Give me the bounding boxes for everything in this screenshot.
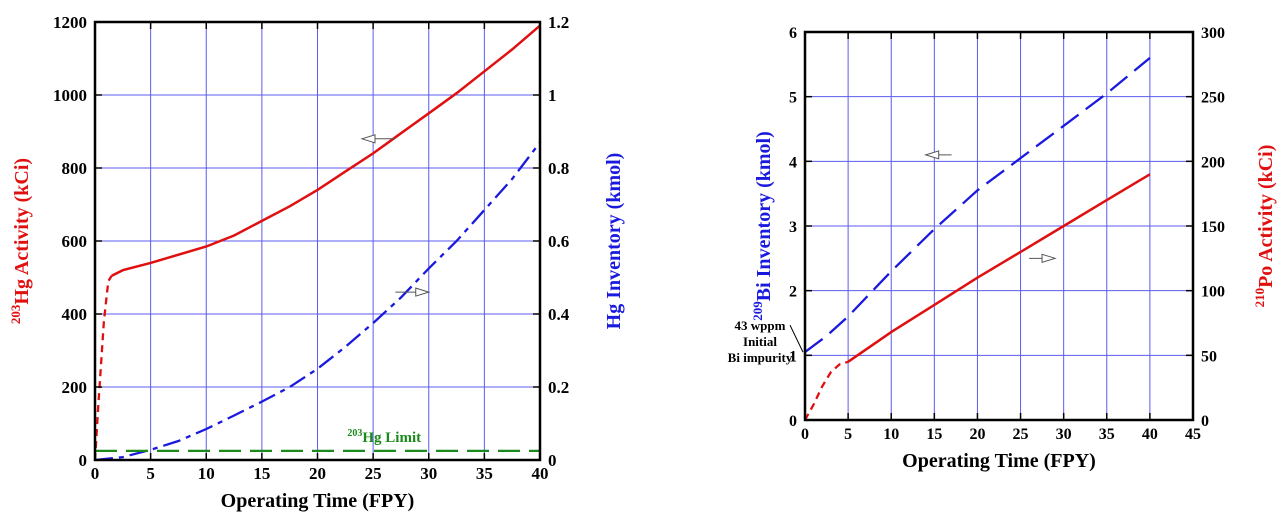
y-tick-label-left: 400 (62, 305, 88, 324)
series-line-red-dashed (803, 360, 849, 421)
x-tick-label: 35 (1099, 426, 1115, 443)
left-arrows (360, 134, 431, 297)
y-tick-label-right: 1 (548, 86, 557, 105)
x-tick-label: 40 (1142, 426, 1158, 443)
hg-limit-label-text: Hg Limit (362, 430, 421, 446)
y-tick-label-right: 300 (1201, 25, 1225, 42)
y-tick-label-left: 6 (789, 25, 797, 42)
x-tick-label: 15 (926, 426, 942, 443)
y-tick-label-right: 1.2 (548, 13, 569, 32)
right-y-axis-title-left-sup: 209 (750, 301, 765, 321)
left-x-axis-title: Operating Time (FPY) (221, 490, 415, 512)
series-line-red-dashed (93, 275, 113, 461)
annotation-line-2: Initial (743, 334, 777, 349)
indicator-arrow-head (415, 287, 431, 297)
x-tick-label: 5 (146, 464, 155, 483)
y-tick-label-right: 250 (1201, 90, 1225, 107)
y-tick-label-right: 150 (1201, 219, 1225, 236)
y-tick-label-left: 800 (62, 159, 88, 178)
right-arrows (924, 150, 1057, 264)
right-y-axis-title-left: 209Bi Inventory (kmol) (750, 131, 775, 321)
right-x-axis-title: Operating Time (FPY) (902, 450, 1096, 472)
right-y-axis-title-right-sup: 210 (1252, 288, 1267, 308)
y-tick-label-left: 200 (62, 378, 88, 397)
right-ticks: 0 5 10 15 20 25 30 35 40 450123456050100150200250… (789, 25, 1225, 443)
series-line-blue-longdash (804, 57, 1151, 354)
series-line-red-solid (111, 24, 541, 277)
right-series (803, 57, 1151, 421)
indicator-arrow-head (360, 134, 376, 144)
x-tick-label: 30 (420, 464, 437, 483)
chart-left-hg: 0 5 10 15 20 25 30 35 4002004006008001000120000.… (8, 13, 625, 512)
y-tick-label-left: 4 (789, 154, 797, 171)
series-line-blue-dashdot (94, 141, 541, 462)
x-tick-label: 15 (253, 464, 270, 483)
annotation-pointer-line (789, 324, 804, 353)
x-tick-label: 10 (198, 464, 215, 483)
y-tick-label-left: 5 (789, 90, 797, 107)
indicator-arrow-head (1041, 253, 1057, 264)
right-y-axis-title-right: 210Po Activity (kCi) (1252, 145, 1277, 308)
hg-limit-label: 203Hg Limit (347, 428, 421, 446)
x-tick-label: 40 (532, 464, 549, 483)
x-tick-label: 35 (476, 464, 493, 483)
y-tick-label-right: 0.8 (548, 159, 569, 178)
y-tick-label-right: 0 (548, 451, 557, 470)
left-y-axis-title-right: Hg Inventory (kmol) (603, 153, 625, 330)
annotation-line-3: Bi impurity (728, 350, 793, 365)
x-tick-label: 20 (969, 426, 985, 443)
x-tick-label: 20 (309, 464, 326, 483)
y-tick-label-left: 0 (789, 413, 797, 430)
left-grid (95, 22, 540, 460)
y-tick-label-left: 1200 (53, 13, 87, 32)
y-tick-label-right: 0.2 (548, 378, 569, 397)
x-tick-label: 30 (1056, 426, 1072, 443)
series-line-red-solid (847, 173, 1151, 363)
y-tick-label-right: 0 (1201, 413, 1209, 430)
bi-impurity-annotation: 43 wppm Initial Bi impurity (728, 318, 804, 365)
y-tick-label-right: 200 (1201, 154, 1225, 171)
y-tick-label-left: 2 (789, 284, 797, 301)
y-tick-label-right: 0.6 (548, 232, 569, 251)
chart-right-bi-po: 0 5 10 15 20 25 30 35 40 450123456050100150200250… (728, 25, 1277, 472)
y-tick-label-left: 1000 (53, 86, 87, 105)
x-tick-label: 0 (91, 464, 100, 483)
y-tick-label-right: 100 (1201, 284, 1225, 301)
left-series (93, 24, 541, 462)
left-ticks: 0 5 10 15 20 25 30 35 4002004006008001000120000.… (53, 13, 570, 483)
y-tick-label-right: 50 (1201, 348, 1217, 365)
right-grid (805, 32, 1193, 420)
right-y-axis-title-right-text: Po Activity (kCi) (1255, 145, 1277, 288)
x-tick-label: 25 (1013, 426, 1029, 443)
y-tick-label-left: 1 (789, 348, 797, 365)
left-y-axis-title-left-text: Hg Activity (kCi) (11, 158, 33, 305)
left-y-axis-title-left: 203Hg Activity (kCi) (8, 158, 33, 324)
y-tick-label-right: 0.4 (548, 305, 570, 324)
hg-limit-label-sup: 203 (347, 428, 362, 439)
y-tick-label-left: 600 (62, 232, 88, 251)
right-y-axis-title-left-text: Bi Inventory (kmol) (753, 131, 775, 301)
y-tick-label-left: 0 (79, 451, 88, 470)
x-tick-label: 45 (1185, 426, 1201, 443)
x-tick-label: 25 (365, 464, 382, 483)
y-tick-label-left: 3 (789, 219, 797, 236)
x-tick-label: 0 (801, 426, 809, 443)
x-tick-label: 5 (844, 426, 852, 443)
left-y-axis-title-left-sup: 203 (8, 304, 23, 324)
x-tick-label: 10 (883, 426, 899, 443)
indicator-arrow-head (924, 150, 940, 160)
annotation-line-1: 43 wppm (735, 318, 786, 333)
